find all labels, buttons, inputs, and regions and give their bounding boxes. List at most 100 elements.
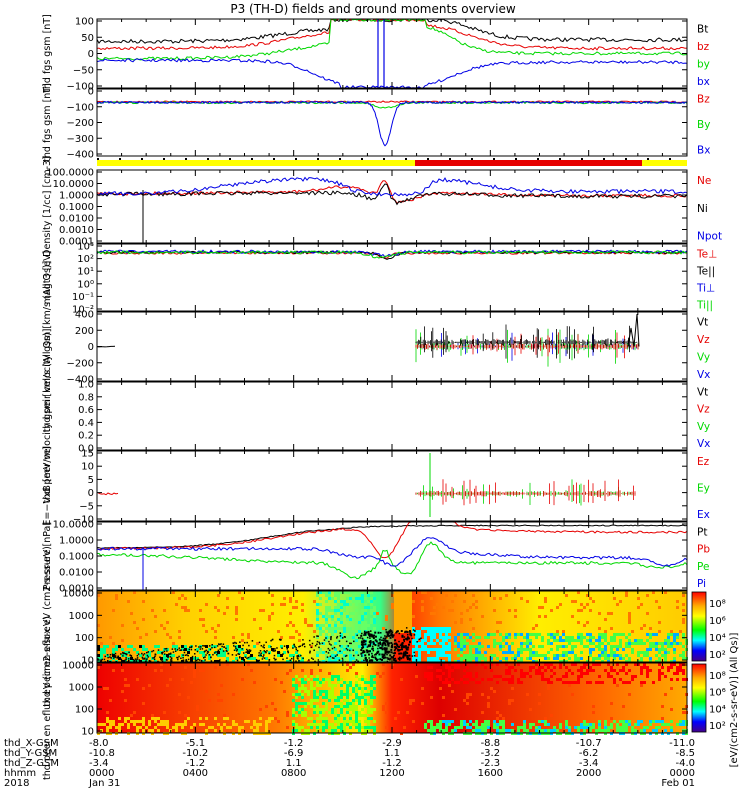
spectrogram-peir-cell	[673, 648, 676, 651]
spectrogram-peir-dot	[112, 655, 115, 658]
spectrogram-peir-dot	[163, 653, 166, 655]
spectrogram-peer-cell	[295, 729, 298, 732]
spectrogram-peir-cell	[328, 657, 331, 660]
spectrogram-peir-cell	[367, 600, 370, 603]
ytick-label: 0.1000	[59, 202, 94, 213]
spectrogram-peir-dot	[274, 659, 276, 661]
spectrogram-peir-dot	[309, 644, 311, 646]
spectrogram-peir-dot	[262, 656, 264, 658]
spectrogram-peir-dot	[389, 654, 392, 657]
spectrogram-peir-dot	[389, 636, 392, 639]
spectrogram-peir-cell	[406, 627, 409, 630]
spectrogram-peir-cell	[613, 651, 616, 654]
spectrogram-peer-cell	[304, 675, 307, 678]
spectrogram-peir-cell	[520, 645, 523, 648]
spectrogram-peir-dot	[263, 657, 266, 659]
spectrogram-peir-cell	[484, 636, 487, 639]
spectrogram-peer-cell	[367, 681, 370, 684]
spectrogram-peir-cell	[547, 633, 550, 636]
spectrogram-peer-cell	[265, 726, 268, 729]
spectrogram-peir-cell	[418, 651, 421, 654]
spectrogram-peir-dot	[266, 650, 268, 652]
spectrogram-peir-cell	[226, 657, 229, 660]
spectrogram-peer-cell	[661, 723, 664, 726]
spectrogram-peer-cell	[301, 708, 304, 711]
spectrogram-peer-cell	[556, 729, 559, 732]
ylabel-pressure: Pressure [nPa]	[42, 522, 53, 590]
spectrogram-peir-cell	[340, 591, 343, 594]
spectrogram-peir-cell	[253, 657, 256, 660]
spectrogram-peir-cell	[658, 630, 661, 633]
spectrogram-peer-cell	[292, 693, 295, 696]
spectrogram-peir-cell	[394, 597, 397, 600]
spectrogram-peir-cell	[514, 657, 517, 660]
spectrogram-peir-dot	[134, 658, 137, 660]
spectrogram-peer-cell	[523, 675, 526, 678]
spectrogram-peer-cell	[532, 723, 535, 726]
spectrogram-peir-cell	[244, 654, 247, 657]
spectrogram-peir-cell	[364, 609, 367, 612]
spectrogram-peer-cell	[286, 714, 289, 717]
spectrogram-peir-dot	[370, 633, 373, 636]
spectrogram-peer-cell	[343, 729, 346, 732]
spectrogram-peir-cell	[586, 603, 589, 606]
spectrogram-peer-cell	[355, 690, 358, 693]
spectrogram-peir-dot	[195, 659, 198, 662]
spectrogram-peer-cell	[292, 711, 295, 714]
spectrogram-peer-cell	[316, 705, 319, 708]
spectrogram-peir-cell	[169, 636, 172, 639]
spectrogram-peer-cell	[373, 687, 376, 690]
spectrogram-peer-cell	[154, 669, 157, 672]
spectrogram-peir-cell	[517, 651, 520, 654]
spectrogram-peer-cell	[370, 681, 373, 684]
spectrogram-peer-cell	[121, 669, 124, 672]
spectrogram-peer-cell	[331, 684, 334, 687]
spectrogram-peir-dot	[407, 637, 410, 640]
footer-value: -1.2	[186, 758, 206, 769]
spectrogram-peir-dot	[408, 654, 411, 657]
spectrogram-peir-cell	[370, 591, 373, 594]
spectrogram-peer-cell	[328, 723, 331, 726]
spectrogram-peir-cell	[364, 606, 367, 609]
spectrogram-peir-cell	[604, 630, 607, 633]
spectrogram-peir-cell	[460, 648, 463, 651]
spectrogram-peer-cell	[352, 699, 355, 702]
spectrogram-peer-cell	[127, 717, 130, 720]
spectrogram-peir-cell	[154, 645, 157, 648]
spectrogram-peer-cell	[328, 672, 331, 675]
spectrogram-peir-cell	[526, 633, 529, 636]
spectrogram-peer-cell	[334, 699, 337, 702]
spectrogram-peir-dot	[363, 651, 366, 654]
spectrogram-peir-cell	[163, 654, 166, 657]
spectrogram-peir-dot	[286, 657, 288, 659]
spectrogram-peer-cell	[214, 729, 217, 732]
spectrogram-peer-cell	[577, 678, 580, 681]
spectrogram-peer-cell	[511, 687, 514, 690]
spectrogram-peir-cell	[187, 648, 190, 651]
spectrogram-peir-cell	[403, 624, 406, 627]
spectrogram-peer-cell	[193, 675, 196, 678]
spectrogram-peir-cell	[109, 636, 112, 639]
spectrogram-peir-dot	[408, 640, 411, 643]
spectrogram-peir-dot	[110, 657, 112, 659]
spectrogram-peir-cell	[343, 606, 346, 609]
spectrogram-peir-dot	[380, 636, 382, 639]
spectrogram-peir-dot	[216, 654, 218, 656]
spectrogram-peir-cell	[292, 636, 295, 639]
spectrogram-peir-cell	[460, 618, 463, 621]
spectrogram-peer-cell	[538, 669, 541, 672]
spectrogram-peir-cell	[442, 636, 445, 639]
spectrogram-peer-cell	[346, 699, 349, 702]
spectrogram-peir-cell	[490, 654, 493, 657]
spectrogram-peer-cell	[322, 717, 325, 720]
spectrogram-peir-cell	[394, 594, 397, 597]
spectrogram-peer-cell	[622, 705, 625, 708]
spectrogram-peer-cell	[358, 729, 361, 732]
spectrogram-peer-cell	[328, 693, 331, 696]
spectrogram-peir-dot	[346, 649, 349, 651]
spectrogram-peer-cell	[496, 726, 499, 729]
spectrogram-peir-dot	[400, 657, 403, 660]
ylabel-efield: E=−VxB [mV/m]	[42, 446, 53, 525]
spectrogram-peer-cell	[442, 672, 445, 675]
spectrogram-peir-dot	[225, 647, 227, 650]
